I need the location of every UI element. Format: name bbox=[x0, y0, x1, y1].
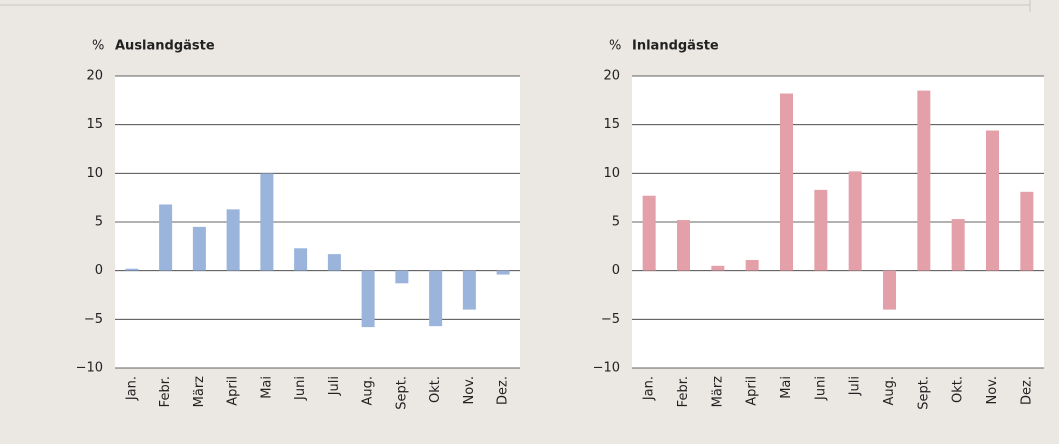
y-tick-label: 0 bbox=[612, 263, 620, 278]
x-tick-label: Sept. bbox=[394, 376, 409, 410]
x-tick-label: Jan. bbox=[124, 376, 139, 401]
bar bbox=[883, 270, 896, 310]
bar bbox=[677, 220, 690, 271]
bar bbox=[986, 130, 999, 271]
x-tick-label: Nov. bbox=[985, 376, 1000, 405]
bar bbox=[917, 90, 931, 271]
y-tick-label: −10 bbox=[76, 361, 103, 376]
x-tick-label: April bbox=[745, 376, 760, 406]
bar bbox=[814, 189, 828, 271]
bar bbox=[848, 171, 862, 271]
bar bbox=[395, 270, 409, 284]
bar bbox=[192, 226, 206, 271]
x-tick-label: Mai bbox=[259, 376, 274, 399]
y-tick-label: −10 bbox=[593, 361, 620, 376]
bar bbox=[745, 259, 759, 271]
y-tick-label: −5 bbox=[601, 312, 620, 327]
y-tick-label: 0 bbox=[95, 263, 103, 278]
y-axis-label: % bbox=[92, 39, 104, 54]
x-tick-label: Juni bbox=[813, 376, 828, 401]
x-tick-label: Febr. bbox=[676, 376, 691, 407]
bar bbox=[429, 270, 443, 327]
bar bbox=[951, 219, 965, 271]
y-tick-label: 20 bbox=[86, 69, 103, 84]
bar bbox=[642, 195, 656, 271]
y-tick-label: 20 bbox=[603, 69, 620, 84]
x-tick-label: Juli bbox=[848, 376, 863, 396]
bar bbox=[780, 93, 793, 271]
bar bbox=[260, 173, 274, 271]
bar bbox=[711, 265, 725, 271]
x-tick-label: Okt. bbox=[951, 376, 966, 403]
y-tick-label: 15 bbox=[86, 117, 103, 132]
x-tick-label: Juni bbox=[293, 376, 308, 401]
chart-title: Inlandgäste bbox=[632, 39, 719, 54]
x-tick-label: Jan. bbox=[642, 376, 657, 401]
x-tick-label: Dez. bbox=[496, 376, 511, 405]
x-tick-label: Okt. bbox=[428, 376, 443, 403]
bar bbox=[496, 270, 510, 275]
bar bbox=[327, 254, 341, 271]
y-tick-label: 5 bbox=[95, 215, 103, 230]
y-tick-label: 15 bbox=[603, 117, 620, 132]
bar bbox=[226, 209, 240, 271]
x-tick-label: Dez. bbox=[1019, 376, 1034, 405]
bar bbox=[159, 204, 173, 271]
bar bbox=[1020, 191, 1034, 271]
bar bbox=[462, 270, 476, 310]
x-tick-label: Aug. bbox=[882, 376, 897, 406]
bar bbox=[361, 270, 375, 328]
y-tick-label: 10 bbox=[603, 166, 620, 181]
x-tick-label: Nov. bbox=[462, 376, 477, 405]
chart-title: Auslandgäste bbox=[115, 39, 215, 54]
y-tick-label: 10 bbox=[86, 166, 103, 181]
x-tick-label: April bbox=[226, 376, 241, 406]
x-tick-label: Mai bbox=[779, 376, 794, 399]
y-tick-label: −5 bbox=[84, 312, 103, 327]
y-tick-label: 5 bbox=[612, 215, 620, 230]
x-tick-label: Sept. bbox=[916, 376, 931, 410]
bar bbox=[294, 248, 308, 271]
x-tick-label: Febr. bbox=[158, 376, 173, 407]
x-tick-label: Juli bbox=[327, 376, 342, 396]
y-axis-label: % bbox=[609, 39, 621, 54]
x-tick-label: März bbox=[192, 376, 207, 408]
x-tick-label: März bbox=[710, 376, 725, 408]
bar bbox=[125, 268, 139, 271]
x-tick-label: Aug. bbox=[361, 376, 376, 406]
